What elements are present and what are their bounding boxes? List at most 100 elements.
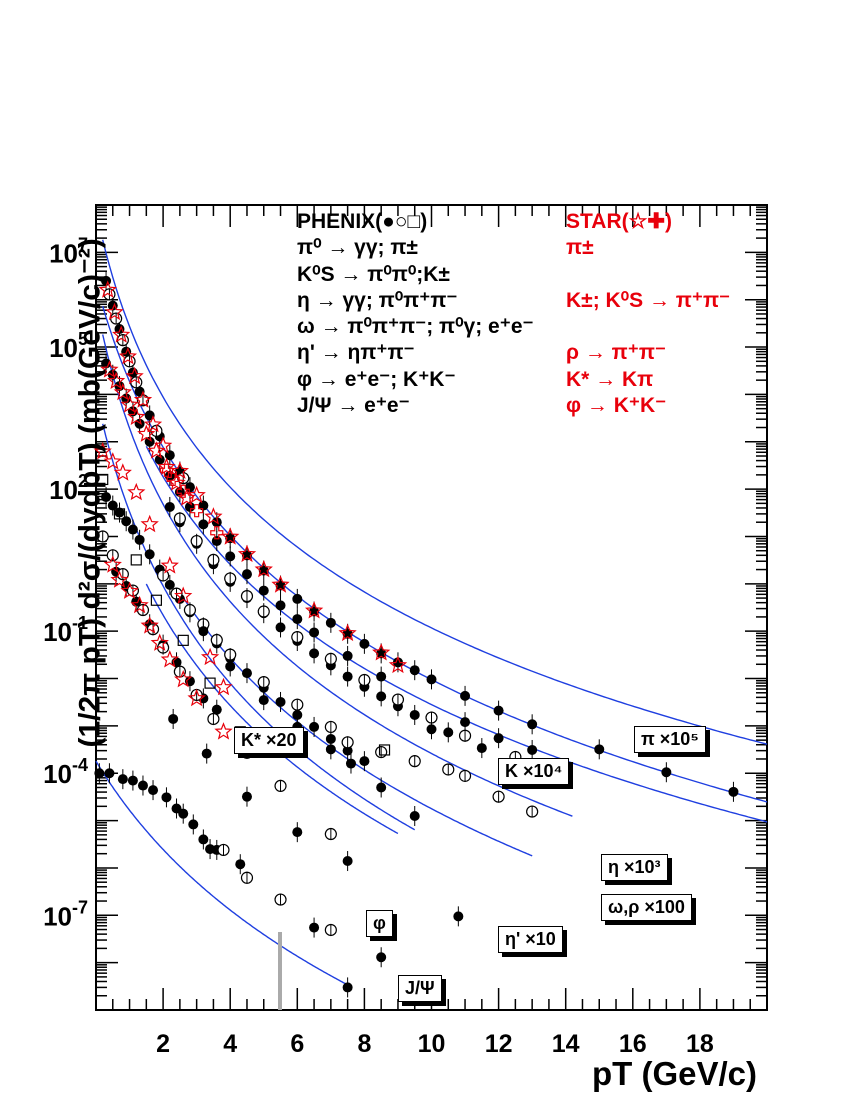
x-tick-label: 14 [552,1030,580,1058]
data-point-filled [258,695,269,706]
data-point-filled [309,606,320,617]
data-point-filled [164,450,175,461]
series-label-eta-prime: η' ×10 [498,926,563,953]
star-entry: K* → Kπ [566,367,654,391]
data-point-filled [198,626,209,637]
data-point-square [113,508,126,520]
data-markers [93,270,739,998]
fit-curve [145,445,768,823]
data-point-star [140,514,159,533]
data-point-square [130,554,142,566]
fit-curve [102,334,573,817]
data-point-star [221,527,240,545]
data-point-filled [342,745,353,756]
y-tick-label: 10-1 [43,613,88,647]
data-point-filled [359,756,370,767]
data-point-star [105,302,124,321]
series-label-kstar: K* ×20 [234,727,304,754]
y-tick-label: 105 [49,329,88,363]
data-point-star [214,722,233,740]
data-point-filled [443,727,454,738]
data-point-square [378,744,391,756]
data-point-filled [144,549,155,560]
data-point-star [113,463,132,481]
data-point-filled [241,569,252,580]
series-label-k: K ×10⁴ [498,758,570,785]
data-point-square [177,634,189,646]
data-point-filled [225,661,236,672]
data-point-filled [275,622,286,633]
data-point-star [170,461,190,479]
data-point-filled [342,671,353,682]
x-tick-label: 16 [619,1030,647,1058]
data-point-cross [159,463,174,477]
data-point-filled [376,952,387,963]
phenix-entry: ω → π⁰π⁺π⁻; π⁰γ; e⁺e⁻ [297,315,534,339]
data-point-star [110,570,129,588]
data-point-filled [154,454,165,465]
data-point-filled [148,785,159,796]
data-point-filled [198,500,209,511]
data-point-filled [164,579,175,590]
data-point-star [271,575,290,593]
data-point-filled [376,648,387,659]
data-point-filled [409,810,420,821]
data-point-filled [127,775,138,786]
data-point-star [127,407,146,426]
fit-curve [102,239,768,745]
x-tick-label: 2 [156,1030,170,1058]
y-tick-label: 102 [49,471,88,505]
phenix-header: PHENIX(●○□) [297,210,428,233]
data-point-filled [241,550,252,561]
x-tick-label: 4 [223,1030,237,1058]
data-point-star [103,555,122,573]
star-entry: π± [566,236,594,260]
data-point-filled [164,501,175,512]
data-point-filled [114,507,125,518]
data-point-filled [275,696,286,707]
data-point-star [118,346,138,365]
data-point-filled [460,717,471,728]
data-point-filled [94,768,105,779]
data-point-star [120,395,139,413]
data-point-filled [426,674,437,685]
star-header: STAR(☆✚) [566,210,673,233]
data-point-cross [166,472,180,487]
data-point-filled [309,627,320,638]
data-point-star [112,325,131,343]
data-point-filled [453,911,464,922]
y-tick-label: 107 [49,234,88,268]
data-point-star [137,424,156,442]
data-point-filled [168,713,179,724]
data-point-filled [275,600,286,611]
data-point-filled [527,744,538,755]
data-point-filled [258,585,269,596]
data-point-filled [426,724,437,735]
data-point-filled [241,668,252,679]
data-point-star [372,643,391,661]
data-point-square [204,677,216,689]
data-point-filled [325,617,336,628]
star-entry: ρ → π⁺π⁻ [566,341,666,365]
data-point-filled [493,705,504,716]
data-point-square [150,594,162,606]
star-entry: K±; K⁰S → π⁺π⁻ [566,288,731,312]
data-point-star [160,650,179,668]
x-tick-label: 10 [418,1030,446,1058]
data-point-filled [107,300,118,311]
data-point-filled [137,780,148,791]
data-point-filled [225,533,236,544]
axis-ticks: 2 4 6 8 10 12 14 16 18 107 105 102 10-1 10-4 10-7 [43,205,768,1058]
data-point-star [125,366,144,385]
phenix-entry: K⁰S → π⁰π⁰;K± [297,262,450,286]
data-point-filled [198,834,209,845]
phenix-entry: φ → e⁺e⁻; K⁺K⁻ [297,367,456,391]
data-point-filled [325,733,336,744]
data-point-filled [184,501,195,512]
data-point-star [100,360,119,378]
data-point-star [157,457,176,476]
data-point-filled [114,324,125,335]
fit-curve [179,592,533,857]
data-point-filled [292,593,303,604]
data-point-filled [107,500,118,511]
